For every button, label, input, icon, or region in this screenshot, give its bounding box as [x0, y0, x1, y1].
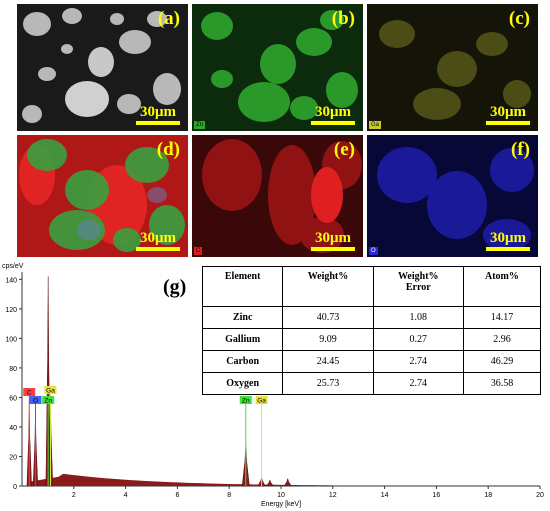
sem-image — [17, 4, 188, 131]
x-tick-label: 10 — [277, 492, 285, 499]
panel-label: (e) — [333, 139, 355, 160]
table-row: Gallium 9.09 0.27 2.96 — [201, 328, 542, 351]
peak-marker-label: Zn — [44, 398, 52, 405]
y-tick-label: 140 — [5, 277, 17, 284]
scale-bar: 30μm — [136, 105, 180, 125]
x-tick-label: 20 — [536, 492, 544, 499]
overlay-map — [17, 135, 188, 257]
x-tick-label: 18 — [484, 492, 492, 499]
x-tick-label: 12 — [329, 492, 337, 499]
table-cell: 9.09 — [282, 328, 374, 351]
y-tick-label: 120 — [5, 307, 17, 314]
x-axis-label: Energy [keV] — [261, 501, 301, 508]
x-tick-label: 8 — [227, 492, 231, 499]
table-row: Carbon 24.45 2.74 46.29 — [201, 350, 542, 373]
peak-marker-label: Zn — [242, 398, 250, 405]
panel-label: (g) — [163, 276, 187, 298]
element-tag: Ga — [369, 121, 382, 129]
table-cell: 2.96 — [462, 328, 542, 351]
peak-marker-box — [239, 396, 252, 404]
y-tick-label: 100 — [5, 336, 17, 343]
peak-marker-box — [23, 388, 36, 396]
y-tick-label: 80 — [9, 366, 17, 373]
panel-label: (b) — [331, 8, 355, 29]
peak-marker-box — [29, 396, 42, 404]
zn-map-panel: (b) Zn 30μm — [192, 4, 363, 131]
scale-bar: 30μm — [311, 231, 355, 251]
composition-table: Element Weight% Weight% Error Atom% Zinc… — [201, 266, 542, 395]
element-tag: O — [369, 247, 378, 255]
element-cell: Oxygen — [201, 372, 284, 395]
element-tag: Zn — [194, 121, 206, 129]
table-cell: 2.74 — [372, 372, 464, 395]
table-header-row: Element Weight% Weight% Error Atom% — [201, 266, 542, 307]
sem-image-panel: (a) 30μm — [17, 4, 188, 131]
overlay-map-panel: (d) 30μm — [17, 135, 188, 257]
column-header: Element — [201, 266, 284, 307]
panel-label: (d) — [156, 139, 180, 160]
o-map-panel: (f) O 30μm — [367, 135, 538, 257]
panel-label: (f) — [511, 139, 530, 160]
scale-bar: 30μm — [486, 231, 530, 251]
x-tick-label: 4 — [124, 492, 128, 499]
ga-map-panel: (c) Ga 30μm — [367, 4, 538, 131]
zn-map — [192, 4, 363, 131]
y-unit-label: cps/eV — [2, 263, 24, 270]
c-map — [192, 135, 363, 257]
peak — [265, 479, 274, 487]
table-cell: 40.73 — [282, 306, 374, 329]
peak-marker-label: C — [27, 390, 32, 397]
table-cell: 46.29 — [462, 350, 542, 373]
peak-marker-label: Ga — [257, 398, 266, 405]
column-header: Weight% Error — [372, 266, 464, 307]
o-map — [367, 135, 538, 257]
column-header: Atom% — [462, 266, 542, 307]
peak-marker-box — [255, 396, 268, 404]
eds-spectrum-chart: cps/eV 0 20 40 60 80 100 120 140 2 4 6 8 10 12 14 16 18 20… — [2, 263, 544, 508]
y-tick-label: 20 — [9, 454, 17, 461]
y-tick-label: 0 — [13, 484, 17, 491]
x-tick-label: 2 — [72, 492, 76, 499]
x-tick-label: 6 — [175, 492, 179, 499]
table-cell: 36.58 — [462, 372, 542, 395]
peak-marker-label: O — [33, 398, 38, 405]
peak — [283, 477, 292, 487]
continuum-area — [27, 473, 333, 486]
panel-label: (c) — [508, 8, 530, 29]
x-tick-label: 16 — [433, 492, 441, 499]
element-cell: Zinc — [201, 306, 284, 329]
table-cell: 0.27 — [372, 328, 464, 351]
c-map-panel: (e) C 30μm — [192, 135, 363, 257]
peak-marker-box — [42, 396, 55, 404]
table-cell: 14.17 — [462, 306, 542, 329]
ga-map — [367, 4, 538, 131]
column-header: Weight% — [282, 266, 374, 307]
element-cell: Gallium — [201, 328, 284, 351]
peak-marker-box — [44, 386, 57, 394]
scale-bar: 30μm — [486, 105, 530, 125]
scale-bar: 30μm — [311, 105, 355, 125]
y-tick-label: 40 — [9, 425, 17, 432]
element-cell: Carbon — [201, 350, 284, 373]
y-tick-label: 60 — [9, 395, 17, 402]
peak-marker-label: Ga — [46, 388, 55, 395]
table-cell: 25.73 — [282, 372, 374, 395]
table-cell: 1.08 — [372, 306, 464, 329]
element-tag: C — [194, 247, 203, 255]
table-cell: 24.45 — [282, 350, 374, 373]
table-row: Oxygen 25.73 2.74 36.58 — [201, 372, 542, 395]
x-tick-label: 14 — [381, 492, 389, 499]
panel-label: (a) — [157, 8, 180, 29]
table-row: Zinc 40.73 1.08 14.17 — [201, 306, 542, 329]
scale-bar: 30μm — [136, 231, 180, 251]
table-cell: 2.74 — [372, 350, 464, 373]
